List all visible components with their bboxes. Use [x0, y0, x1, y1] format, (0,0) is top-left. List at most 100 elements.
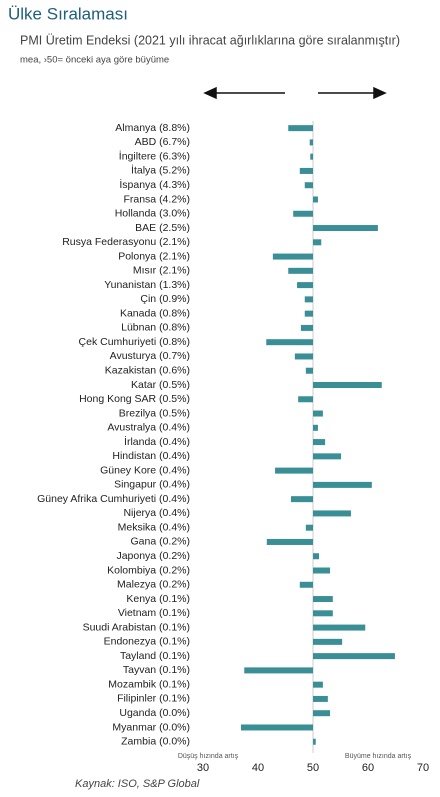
- y-tick-label: Rusya Federasyonu (2.1%): [62, 236, 190, 248]
- bar: [313, 510, 351, 517]
- y-tick-label: Çek Cumhuriyeti (0.8%): [79, 336, 190, 348]
- y-tick-label: Kenya (0.1%): [126, 593, 190, 605]
- bar: [291, 496, 313, 503]
- bar: [313, 695, 328, 702]
- y-tick-label: Güney Afrika Cumhuriyeti (0.4%): [37, 493, 190, 505]
- x-tick-label: 70: [417, 762, 429, 774]
- bar: [313, 196, 318, 203]
- y-tick-label: Mozambik (0.1%): [108, 678, 190, 690]
- y-tick-label: Myanmar (0.0%): [112, 721, 190, 733]
- x-tick-label: 30: [197, 762, 209, 774]
- bar: [313, 681, 323, 688]
- bar: [313, 410, 323, 417]
- annotation: Büyüme hızında artış: [345, 753, 412, 760]
- bar: [304, 310, 313, 317]
- y-tick-label: Filipinler (0.1%): [117, 693, 190, 705]
- bar: [313, 638, 343, 645]
- y-tick-label: Suudi Arabistan (0.1%): [83, 621, 190, 633]
- y-tick-label: Gana (0.2%): [130, 536, 190, 548]
- bar: [244, 667, 313, 674]
- arrow-left-head: [203, 86, 217, 100]
- y-tick-label: İngiltere (6.3%): [119, 149, 190, 162]
- arrows: [203, 86, 387, 100]
- bar: [313, 225, 378, 232]
- chart-note: mea, ›50= önceki aya göre büyüme: [20, 55, 169, 66]
- annotation: Düşüş hızında artış: [178, 753, 239, 760]
- bar: [313, 239, 322, 246]
- y-tick-label: Endonezya (0.1%): [104, 636, 190, 648]
- bar: [313, 481, 372, 488]
- y-tick-label: Meksika (0.4%): [118, 521, 190, 533]
- chart-title: Ülke Sıralaması: [8, 4, 128, 23]
- bar: [266, 339, 313, 346]
- bar: [299, 581, 313, 588]
- y-tick-label: Singapur (0.4%): [114, 479, 190, 491]
- y-tick-label: İspanya (4.3%): [119, 178, 190, 191]
- bar: [266, 538, 313, 545]
- y-tick-label: Zambia (0.0%): [121, 736, 190, 748]
- bar: [309, 139, 313, 146]
- bar: [313, 553, 320, 560]
- bar: [313, 439, 326, 446]
- bar: [310, 153, 313, 160]
- y-tick-label: Hollanda (3.0%): [115, 208, 190, 220]
- bar: [313, 567, 331, 574]
- bar: [304, 182, 313, 189]
- y-tick-label: BAE (2.5%): [135, 222, 190, 234]
- y-tick-label: Yunanistan (1.3%): [104, 279, 190, 291]
- y-tick-label: İrlanda (0.4%): [124, 435, 190, 448]
- bar: [305, 524, 313, 531]
- y-tick-label: Çin (0.9%): [140, 293, 190, 305]
- y-tick-label: Fransa (4.2%): [123, 193, 190, 205]
- bar: [240, 724, 313, 731]
- y-tick-label: Kanada (0.8%): [120, 307, 190, 319]
- y-tick-label: Vietnam (0.1%): [118, 607, 190, 619]
- arrow-right-head: [373, 86, 387, 100]
- y-tick-label: Tayland (0.1%): [120, 650, 190, 662]
- y-tick-label: Uganda (0.0%): [119, 707, 190, 719]
- y-tick-label: Polonya (2.1%): [118, 250, 190, 262]
- y-tick-label: Malezya (0.2%): [117, 579, 190, 591]
- bar: [304, 296, 313, 303]
- y-tick-label: Kazakistan (0.6%): [105, 365, 190, 377]
- y-tick-label: Brezilya (0.5%): [119, 407, 190, 419]
- bar: [313, 596, 333, 603]
- bar: [313, 710, 331, 717]
- y-tick-label: Lübnan (0.8%): [121, 322, 190, 334]
- bar: [297, 282, 313, 289]
- y-tick-label: Japonya (0.2%): [116, 550, 190, 562]
- y-tick-label: Kolombiya (0.2%): [107, 564, 190, 576]
- x-tick-label: 50: [307, 762, 319, 774]
- bar: [294, 353, 313, 360]
- y-tick-label: Tayvan (0.1%): [123, 664, 190, 676]
- x-tick-label: 40: [252, 762, 264, 774]
- bar: [313, 381, 382, 388]
- y-tick-label: Hong Kong SAR (0.5%): [79, 393, 190, 405]
- y-tick-label: Nijerya (0.4%): [123, 507, 190, 519]
- bar: [275, 467, 313, 474]
- bar: [298, 396, 313, 403]
- source: Kaynak: ISO, S&P Global: [75, 778, 200, 790]
- bar: [313, 453, 342, 460]
- y-tick-label: Almanya (8.8%): [115, 122, 190, 134]
- y-tick-label: Avustralya (0.4%): [107, 422, 190, 434]
- y-tick-label: Hindistan (0.4%): [112, 450, 190, 462]
- bar: [313, 624, 366, 631]
- bar: [299, 167, 313, 174]
- bar: [305, 367, 313, 374]
- y-tick-label: İtalya (5.2%): [131, 164, 190, 177]
- bar: [272, 253, 313, 260]
- y-tick-label: Mısır (2.1%): [133, 265, 190, 277]
- bar: [288, 125, 313, 132]
- y-tick-label: ABD (6.7%): [135, 136, 190, 148]
- bar: [313, 424, 318, 431]
- y-tick-label: Katar (0.5%): [131, 379, 190, 391]
- x-tick-label: 60: [362, 762, 374, 774]
- chart-subtitle: PMI Üretim Endeksi (2021 yılı ihracat ağ…: [20, 33, 400, 47]
- bar: [293, 210, 313, 217]
- y-tick-label: Avusturya (0.7%): [110, 350, 190, 362]
- y-tick-label: Güney Kore (0.4%): [100, 464, 190, 476]
- bar: [288, 267, 313, 274]
